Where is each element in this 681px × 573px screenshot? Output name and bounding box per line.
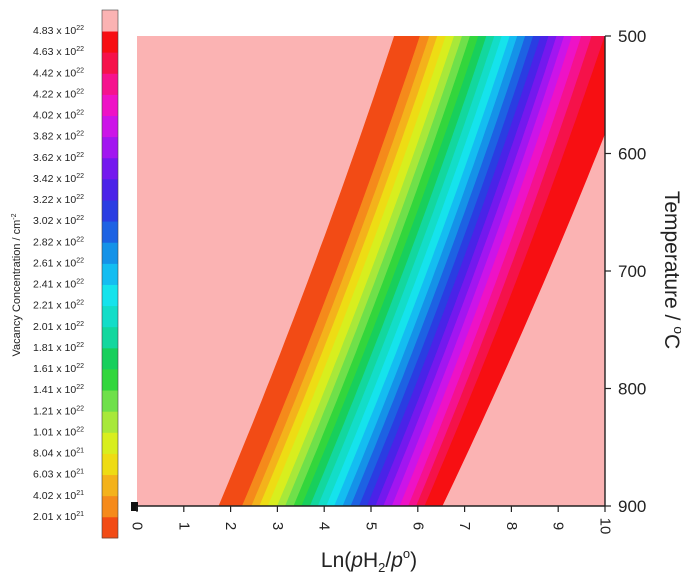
x-tick-label: 6 [409, 522, 426, 530]
colorbar-swatch [102, 52, 118, 74]
x-tick-label: 3 [269, 522, 286, 530]
colorbar-tick-label: 2.82 x 1022 [33, 236, 84, 248]
colorbar-tick-label: 2.01 x 1022 [33, 321, 84, 333]
colorbar-tick-label: 2.21 x 1022 [33, 300, 84, 312]
y-tick-label: 800 [618, 380, 646, 399]
colorbar-label: Vacancy Concentration / cm-2 [11, 213, 23, 356]
colorbar-tick-label: 1.41 x 1022 [33, 384, 84, 396]
x-tick-label: 7 [456, 522, 473, 530]
colorbar-swatch [102, 516, 118, 539]
colorbar-swatch [102, 390, 118, 412]
x-tick-label: 8 [503, 522, 520, 530]
colorbar-swatch [102, 263, 118, 285]
colorbar-swatch [102, 432, 118, 454]
colorbar-tick-label: 1.21 x 1022 [33, 405, 84, 417]
colorbar [101, 9, 119, 539]
colorbar-tick-label: 4.02 x 1022 [33, 110, 84, 122]
colorbar-swatch [102, 136, 118, 159]
colorbar-swatch [102, 178, 118, 201]
y-tick-label: 600 [618, 145, 646, 164]
colorbar-tick-label: 4.42 x 1022 [33, 67, 84, 79]
x-tick-label: 0 [129, 522, 146, 530]
colorbar-tick-label: 4.02 x 1021 [33, 490, 84, 502]
colorbar-tick-label: 1.01 x 1022 [33, 426, 84, 438]
colorbar-tick-label: 6.03 x 1021 [33, 469, 84, 481]
colorbar-swatch [102, 453, 118, 476]
colorbar-tick-label: 2.01 x 1021 [33, 511, 84, 523]
x-axis-ticks: 0 1 2 3 4 5 6 7 8 9 10 [129, 506, 614, 534]
colorbar-swatch [102, 411, 118, 433]
y-axis-label: Temperature / oC [660, 191, 681, 349]
axis-origin-mark [131, 502, 138, 511]
contour-bands [218, 36, 605, 506]
colorbar-tick-label: 4.63 x 1022 [33, 46, 84, 58]
colorbar-swatch [102, 221, 118, 243]
x-tick-label: 9 [550, 522, 567, 530]
colorbar-tick-label: 3.02 x 1022 [33, 215, 84, 227]
colorbar-tick-label: 3.42 x 1022 [33, 173, 84, 185]
colorbar-tick-label: 3.82 x 1022 [33, 131, 84, 143]
x-tick-label: 2 [222, 522, 239, 530]
colorbar-swatch [102, 369, 118, 391]
colorbar-tick-label: 3.62 x 1022 [33, 152, 84, 164]
colorbar-swatch [102, 347, 118, 370]
y-axis-ticks: 500 600 700 800 900 [605, 27, 646, 516]
x-tick-label: 1 [175, 522, 192, 530]
colorbar-frame [101, 9, 119, 539]
y-tick-label: 700 [618, 262, 646, 281]
colorbar-swatch [102, 305, 118, 328]
colorbar-swatch [102, 326, 118, 349]
colorbar-swatch [102, 474, 118, 497]
colorbar-swatch [102, 31, 118, 53]
colorbar-tick-label: 4.22 x 1022 [33, 88, 84, 100]
colorbar-tick-label: 2.41 x 1022 [33, 279, 84, 291]
colorbar-swatch [102, 157, 118, 180]
colorbar-tick-label: 2.61 x 1022 [33, 257, 84, 269]
colorbar-swatch [102, 73, 118, 95]
colorbar-swatch [102, 242, 118, 264]
y-tick-label: 900 [618, 497, 646, 516]
colorbar-tick-label: 8.04 x 1021 [33, 448, 84, 460]
contour-band-24 [424, 36, 605, 506]
x-tick-label: 5 [363, 522, 380, 530]
colorbar-swatch [102, 200, 118, 222]
colorbar-tick-labels: 2.01 x 1021 4.02 x 1021 6.03 x 1021 8.04 x … [33, 25, 84, 523]
x-tick-label: 10 [597, 518, 614, 535]
colorbar-swatch [102, 495, 118, 518]
x-tick-label: 4 [316, 522, 333, 530]
colorbar-swatch [102, 10, 118, 32]
colorbar-tick-label: 1.61 x 1022 [33, 363, 84, 375]
colorbar-swatch [102, 94, 118, 116]
colorbar-tick-label: 4.83 x 1022 [33, 25, 84, 37]
colorbar-tick-label: 1.81 x 1022 [33, 342, 84, 354]
colorbar-swatch [102, 284, 118, 307]
colorbar-swatch [102, 115, 118, 138]
y-tick-label: 500 [618, 27, 646, 46]
colorbar-tick-label: 3.22 x 1022 [33, 194, 84, 206]
x-axis-label: Ln(pH2/po) [321, 546, 417, 573]
